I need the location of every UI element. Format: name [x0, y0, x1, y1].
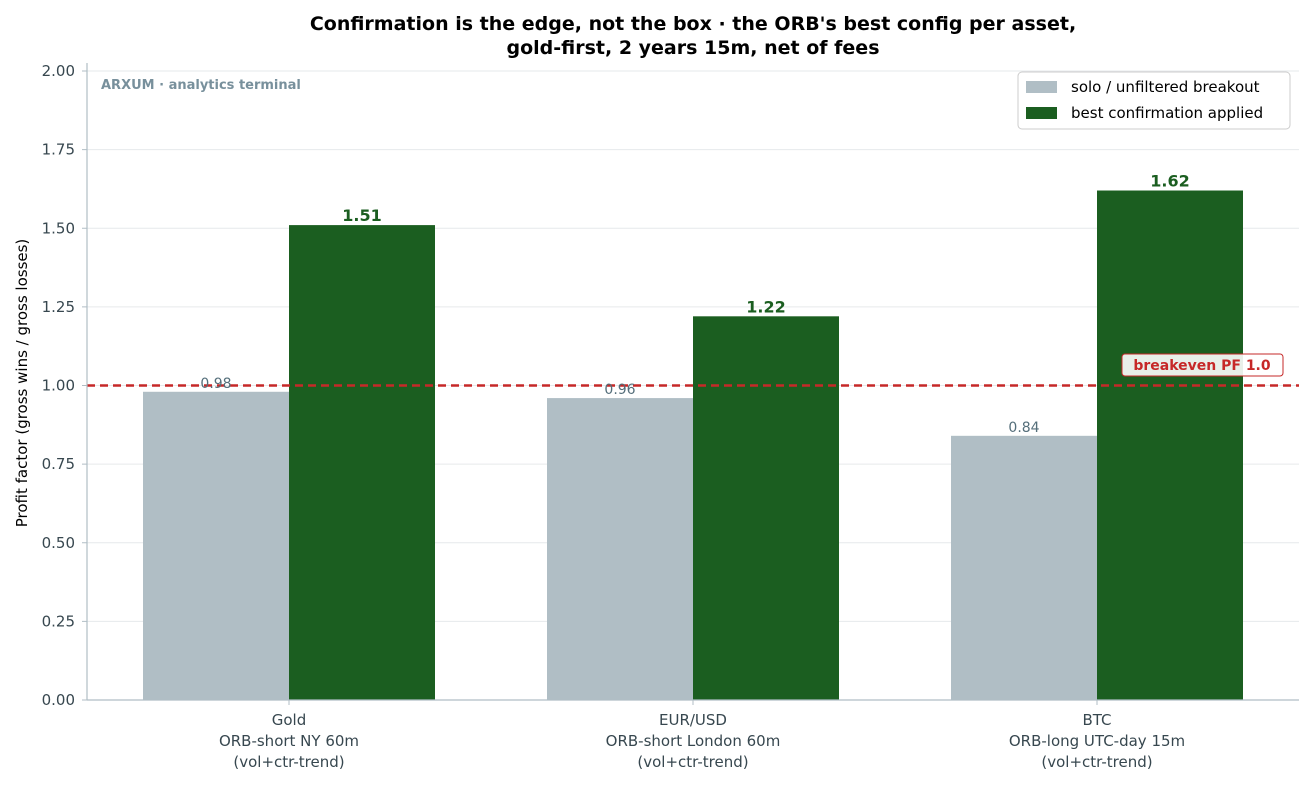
bar-1-1: [693, 316, 839, 700]
bars: [143, 190, 1243, 701]
category-label-0-0: Gold: [272, 711, 307, 729]
legend: solo / unfiltered breakout best confirmat…: [1017, 71, 1291, 130]
data-label-2-1: 1.62: [1150, 172, 1189, 191]
y-tick-label-7: 1.75: [42, 141, 75, 159]
y-tick-label-0: 0.00: [42, 691, 75, 709]
category-label-2-0: BTC: [1082, 711, 1111, 729]
bar-0-1: [289, 225, 435, 701]
breakeven-label-box: [1121, 353, 1284, 377]
category-label-1-0: EUR/USD: [659, 711, 727, 729]
category-label-1-2: (vol+ctr-trend): [637, 753, 748, 771]
category-label-2-1: ORB-long UTC-day 15m: [1009, 732, 1185, 750]
y-tick-label-2: 0.50: [42, 534, 75, 552]
category-label-1-1: ORB-short London 60m: [606, 732, 781, 750]
legend-box: [1017, 71, 1291, 130]
breakeven-reference: breakeven PF 1.0: [87, 353, 1299, 387]
category-label-0-1: ORB-short NY 60m: [219, 732, 359, 750]
breakeven-label: breakeven PF 1.0: [1133, 358, 1271, 374]
data-label-0-1: 1.51: [342, 206, 381, 225]
legend-swatch-0: [1026, 81, 1057, 93]
y-tick-label-6: 1.50: [42, 219, 75, 237]
y-tick-label-3: 0.75: [42, 455, 75, 473]
data-label-2-0: 0.84: [1008, 420, 1039, 436]
y-tick-label-8: 2.00: [42, 62, 75, 80]
bar-2-1: [1097, 190, 1243, 700]
data-labels: 0.98 1.51 0.96 1.22 0.84 1.62: [200, 172, 1189, 436]
legend-label-1: best confirmation applied: [1071, 104, 1263, 122]
y-ticks: 0.00 0.25 0.50 0.75 1.00 1.25 1.50 1.75 2.00: [42, 62, 87, 709]
bar-0-0: [143, 391, 289, 700]
watermark: ARXUM · analytics terminal: [101, 78, 301, 93]
data-label-1-1: 1.22: [746, 297, 785, 316]
chart-title-line-2: gold-first, 2 years 15m, net of fees: [506, 37, 879, 59]
y-tick-label-5: 1.25: [42, 298, 75, 316]
data-label-0-0: 0.98: [200, 376, 231, 392]
legend-label-0: solo / unfiltered breakout: [1071, 78, 1260, 96]
bar-1-0: [547, 398, 693, 700]
category-label-0-2: (vol+ctr-trend): [233, 753, 344, 771]
legend-swatch-1: [1026, 107, 1057, 119]
category-labels: Gold ORB-short NY 60m (vol+ctr-trend) EUR/U…: [219, 700, 1185, 771]
bar-2-0: [951, 435, 1097, 700]
data-label-1-0: 0.96: [604, 382, 635, 398]
y-axis-label: Profit factor (gross wins / gross losses…: [13, 239, 31, 528]
y-tick-label-4: 1.00: [42, 377, 75, 395]
y-tick-label-1: 0.25: [42, 612, 75, 630]
chart-title-line-1: Confirmation is the edge, not the box · …: [310, 13, 1076, 35]
category-label-2-2: (vol+ctr-trend): [1041, 753, 1152, 771]
